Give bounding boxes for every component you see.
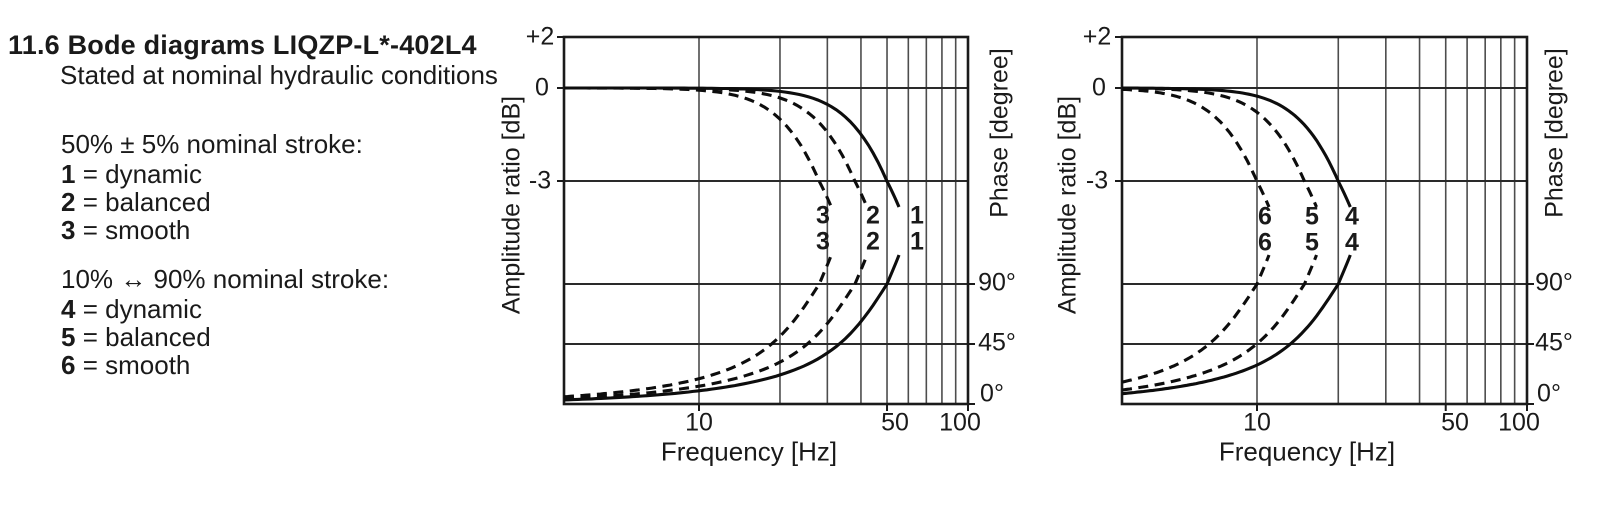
freq-tick-10: 10: [685, 408, 713, 437]
curve-label-5-amp: 5: [1305, 202, 1319, 231]
amplitude-curve-6: [1121, 87, 1271, 208]
section-heading: 11.6 Bode diagrams LIQZP-L*-402L4: [8, 30, 477, 61]
bode-10-90pct-stroke: [1115, 35, 1534, 411]
phase-curve-3: [563, 254, 833, 399]
curve-label-4-amp: 4: [1345, 202, 1359, 231]
curve-label-1-phase: 1: [910, 227, 924, 256]
section-number: 11.6: [8, 30, 60, 60]
freq-tick-50: 50: [881, 408, 909, 437]
amplitude-axis-label: Amplitude ratio [dB]: [497, 95, 526, 315]
curve-label-3-phase: 3: [816, 227, 830, 256]
phase-tick-90: 90°: [1535, 268, 1573, 297]
page-title: Bode diagrams LIQZP-L*-402L4: [67, 30, 477, 60]
plot-border: [562, 35, 970, 406]
amplitude-axis-label: Amplitude ratio [dB]: [1053, 95, 1082, 315]
amplitude-curve-5: [1122, 86, 1318, 208]
phase-curve-6: [1121, 254, 1271, 384]
freq-tick-10: 10: [1243, 408, 1271, 437]
phase-tick-45: 45°: [1535, 328, 1573, 357]
curve-label-6-amp: 6: [1258, 202, 1272, 231]
phase-curve-4: [1121, 254, 1352, 396]
legend-item-1: 1 = dynamic: [61, 159, 202, 189]
plot-border: [1120, 35, 1529, 406]
curve-label-2-amp: 2: [866, 201, 880, 230]
phase-axis-label: Phase [degree]: [985, 48, 1014, 218]
legend-item-3: 3 = smooth: [61, 215, 191, 245]
phase-tick-45: 45°: [978, 328, 1016, 357]
amp-tick-minus3: -3: [528, 166, 552, 195]
freq-tick-50: 50: [1441, 408, 1469, 437]
curve-label-1-amp: 1: [910, 201, 924, 230]
x-axis-label: Frequency [Hz]: [660, 436, 838, 467]
curve-label-2-phase: 2: [866, 227, 880, 256]
amplitude-curve-3: [564, 86, 833, 208]
curve-label-3-amp: 3: [816, 201, 830, 230]
curve-label-6-phase: 6: [1258, 228, 1272, 257]
amp-tick-minus3: -3: [1085, 166, 1109, 195]
amp-tick-0: 0: [1092, 73, 1106, 102]
legend-item-6: 6 = smooth: [61, 350, 191, 380]
phase-tick-90: 90°: [978, 268, 1016, 297]
legend-item-4: 4 = dynamic: [61, 294, 202, 324]
legend-10-90pct-heading: 10% ↔ 90% nominal stroke:: [61, 264, 390, 294]
legend-50pct-heading: 50% ± 5% nominal stroke:: [61, 129, 363, 159]
phase-tick-0: 0°: [980, 379, 1004, 408]
phase-curve-1: [563, 254, 901, 402]
x-axis-label: Frequency [Hz]: [1218, 436, 1396, 467]
curve-label-4-phase: 4: [1345, 228, 1359, 257]
bode-50pct-stroke: [557, 35, 975, 411]
amplitude-curve-1: [564, 86, 901, 208]
amp-tick-plus2: +2: [525, 22, 555, 51]
page-subtitle: Stated at nominal hydraulic conditions: [60, 60, 498, 90]
freq-tick-100: 100: [939, 408, 981, 437]
phase-axis-label: Phase [degree]: [1540, 48, 1569, 218]
amp-tick-0: 0: [535, 73, 549, 102]
phase-curve-5: [1121, 254, 1318, 392]
amp-tick-plus2: +2: [1082, 22, 1112, 51]
legend-item-2: 2 = balanced: [61, 187, 211, 217]
phase-tick-0: 0°: [1537, 379, 1561, 408]
amplitude-curve-4: [1122, 86, 1352, 208]
phase-curve-2: [563, 254, 869, 401]
freq-tick-100: 100: [1498, 408, 1540, 437]
curve-label-5-phase: 5: [1305, 228, 1319, 257]
legend-item-5: 5 = balanced: [61, 322, 211, 352]
